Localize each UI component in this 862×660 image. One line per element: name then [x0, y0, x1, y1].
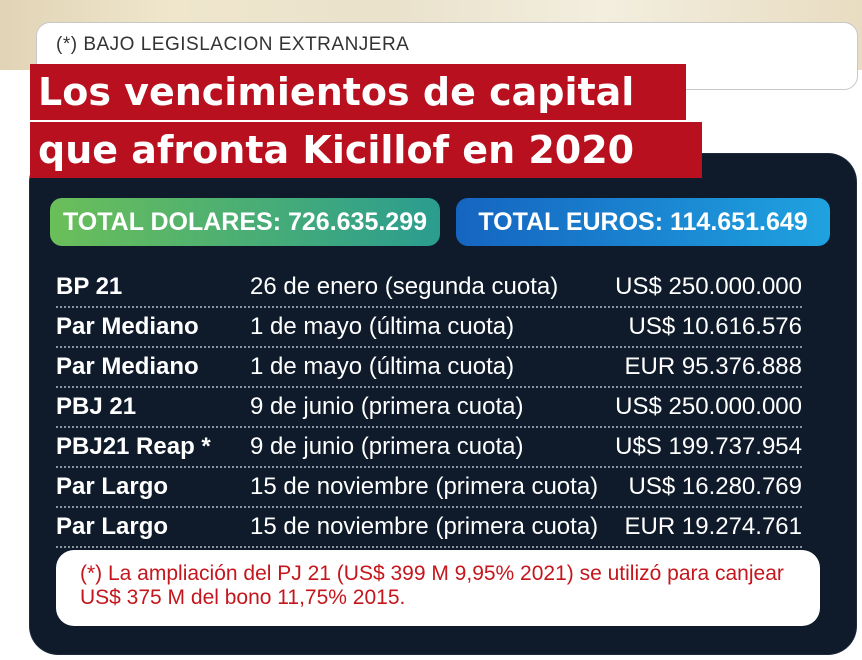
table-row: Par Largo 15 de noviembre (primera cuota…	[56, 468, 802, 508]
maturity-date: 9 de junio (primera cuota)	[250, 393, 524, 420]
maturity-date: 1 de mayo (última cuota)	[250, 313, 515, 340]
amount: US$ 250.000.000	[615, 393, 802, 420]
footnote-text: (*) La ampliación del PJ 21 (US$ 399 M 9…	[80, 562, 784, 609]
amount: EUR 19.274.761	[624, 513, 802, 540]
amount: US$ 16.280.769	[628, 473, 802, 500]
amount: U$S 199.737.954	[615, 433, 802, 460]
total-euros-badge: TOTAL EUROS: 114.651.649	[456, 198, 830, 246]
maturity-date: 9 de junio (primera cuota)	[250, 433, 524, 460]
subtitle: (*) BAJO LEGISLACION EXTRANJERA	[56, 34, 410, 55]
bond-name: Par Mediano	[56, 353, 199, 380]
table-row: PBJ21 Reap * 9 de junio (primera cuota) …	[56, 428, 802, 468]
table-row: Par Largo 15 de noviembre (primera cuota…	[56, 508, 802, 548]
maturity-date: 26 de enero (segunda cuota)	[250, 273, 559, 300]
bond-name: Par Mediano	[56, 313, 199, 340]
bond-name: PBJ21 Reap *	[56, 433, 211, 460]
title-line-2: que afronta Kicillof en 2020	[30, 122, 702, 178]
bond-name: Par Largo	[56, 473, 169, 500]
maturity-date: 15 de noviembre (primera cuota)	[250, 513, 599, 540]
maturity-date: 15 de noviembre (primera cuota)	[250, 473, 599, 500]
bond-name: Par Largo	[56, 513, 169, 540]
maturity-date: 1 de mayo (última cuota)	[250, 353, 515, 380]
bond-name: PBJ 21	[56, 393, 137, 420]
bond-name: BP 21	[56, 273, 123, 300]
amount: US$ 250.000.000	[615, 273, 802, 300]
table-row: BP 21 26 de enero (segunda cuota) US$ 25…	[56, 268, 802, 308]
table-row: PBJ 21 9 de junio (primera cuota) US$ 25…	[56, 388, 802, 428]
title-line-1: Los vencimientos de capital	[30, 64, 686, 120]
table-row: Par Mediano 1 de mayo (última cuota) EUR…	[56, 348, 802, 388]
footnote-box: (*) La ampliación del PJ 21 (US$ 399 M 9…	[56, 550, 820, 626]
amount: US$ 10.616.576	[628, 313, 802, 340]
table-row: Par Mediano 1 de mayo (última cuota) US$…	[56, 308, 802, 348]
amount: EUR 95.376.888	[624, 353, 802, 380]
total-dolares-badge: TOTAL DOLARES: 726.635.299	[50, 198, 440, 246]
maturities-table: BP 21 26 de enero (segunda cuota) US$ 25…	[56, 268, 802, 548]
